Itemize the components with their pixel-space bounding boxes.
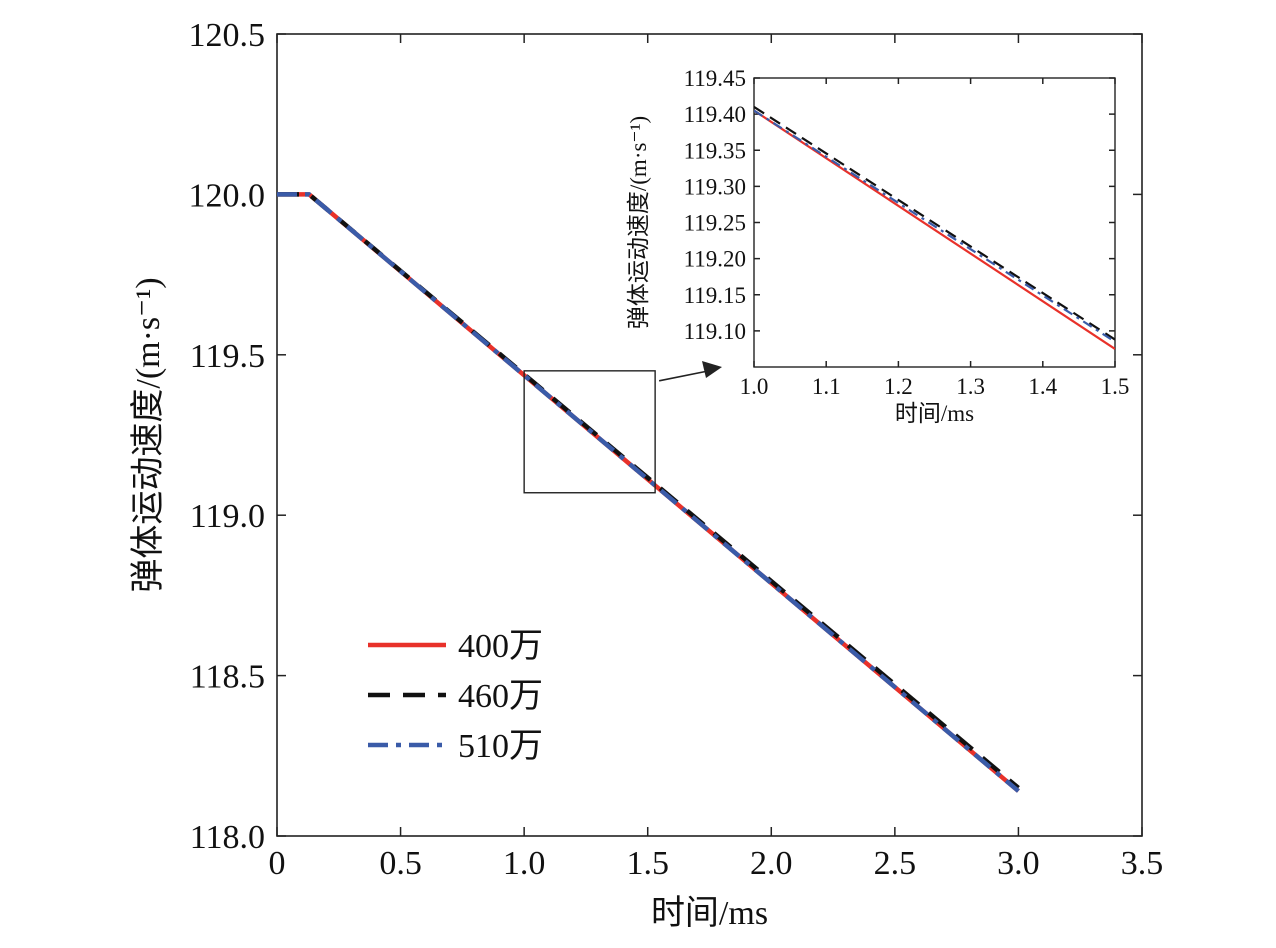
inset-series-line-dashdot: [754, 109, 1115, 343]
inset-x-tick-label: 1.5: [1101, 374, 1130, 399]
series-line-dashdot: [277, 192, 1020, 793]
inset-x-tick-label: 1.1: [812, 374, 841, 399]
inset-y-tick-label: 119.35: [684, 138, 746, 163]
x-tick-label: 1.5: [626, 845, 669, 882]
zoom-arrow-head: [702, 361, 722, 378]
inset-x-tick-label: 1.0: [740, 374, 769, 399]
y-axis-label: 弹体运动速度/(m·s⁻¹): [129, 277, 167, 592]
inset-y-tick-label: 119.10: [684, 319, 746, 344]
inset-y-tick-label: 119.15: [684, 283, 746, 308]
y-tick-label: 119.0: [190, 498, 265, 535]
y-tick-label: 118.5: [190, 659, 265, 696]
legend-entry-label: 460万: [458, 678, 543, 715]
inset-plot: 1.0 1.1 1.2 1.3 1.4 1.5 119.10 119.15 119.20 119.…: [626, 66, 1129, 426]
x-tick-label: 2.0: [750, 845, 793, 882]
x-tick-label: 3.0: [997, 845, 1040, 882]
inset-x-tick-label: 1.3: [956, 374, 985, 399]
x-tick-label: 1.0: [503, 845, 546, 882]
y-tick-label: 120.0: [189, 177, 266, 214]
y-tick-label: 118.0: [190, 819, 265, 856]
inset-y-tick-label: 119.45: [684, 66, 746, 91]
main-plot: 0 0.5 1.0 1.5 2.0 2.5 3.0 3.5 118.0 118.5 119.0 119…: [129, 17, 1163, 932]
inset-y-axis-label: 弹体运动速度/(m·s⁻¹): [626, 116, 651, 329]
y-tick-label: 120.5: [189, 17, 266, 54]
x-tick-label: 2.5: [874, 845, 917, 882]
inset-y-tick-label: 119.25: [684, 211, 746, 236]
inset-y-tick-label: 119.40: [684, 102, 746, 127]
inset-x-tick-label: 1.2: [884, 374, 913, 399]
inset-y-tick-label: 119.20: [684, 247, 746, 272]
x-tick-label: 0.5: [379, 845, 422, 882]
zoom-arrow-line: [658, 370, 709, 382]
inset-x-tick-label: 1.4: [1028, 374, 1057, 399]
legend: 400万 460万 510万: [368, 628, 543, 765]
x-tick-label: 3.5: [1121, 845, 1164, 882]
plot-frame: [276, 33, 1143, 837]
legend-entry-label: 510万: [458, 728, 543, 765]
x-tick-label: 0: [269, 845, 286, 882]
x-axis-label: 时间/ms: [651, 895, 768, 932]
inset-x-axis-label: 时间/ms: [895, 401, 974, 426]
inset-y-tick-label: 119.30: [684, 174, 746, 199]
zoom-box: [523, 370, 656, 494]
legend-entry-label: 400万: [458, 628, 543, 665]
y-tick-label: 119.5: [190, 338, 265, 375]
inset-series-line-dashed: [754, 105, 1115, 341]
